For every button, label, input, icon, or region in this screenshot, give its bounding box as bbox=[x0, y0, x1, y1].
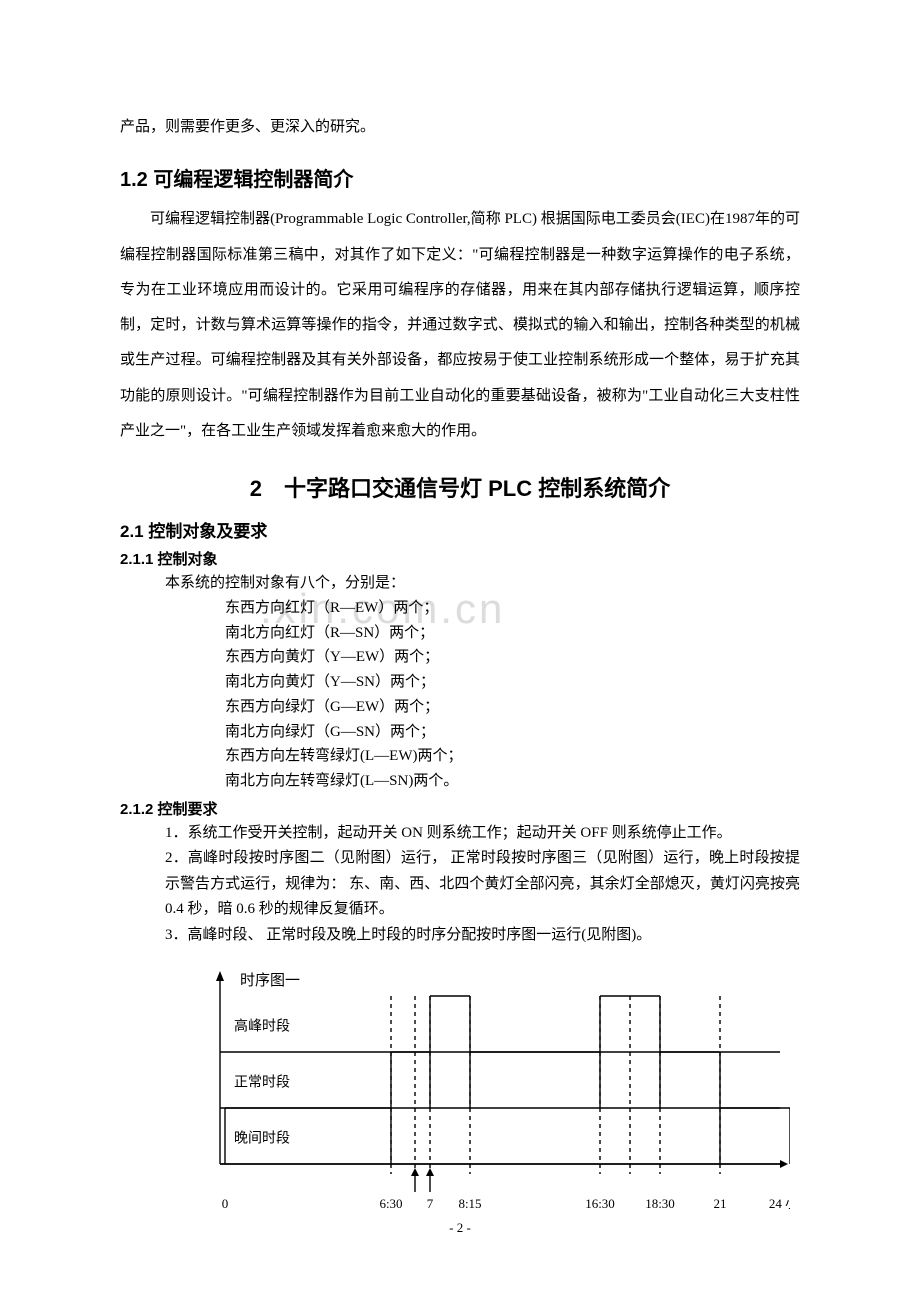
heading-2: 2 十字路口交通信号灯 PLC 控制系统简介 bbox=[120, 471, 800, 503]
requirement-2: 2．高峰时段按时序图二（见附图）运行， 正常时段按时序图三（见附图）运行，晚上时… bbox=[120, 846, 800, 923]
object-item: 东西方向左转弯绿灯(L—EW)两个； bbox=[120, 744, 800, 769]
svg-text:时序图一: 时序图一 bbox=[240, 972, 300, 989]
object-item: 南北方向绿灯（G—SN）两个； bbox=[120, 720, 800, 745]
heading-2-1: 2.1 控制对象及要求 bbox=[120, 517, 800, 542]
object-item: 南北方向左转弯绿灯(L—SN)两个。 bbox=[120, 769, 800, 794]
object-item: 东西方向黄灯（Y—EW）两个； bbox=[120, 645, 800, 670]
sec12-body: 可编程逻辑控制器(Programmable Logic Controller,简… bbox=[120, 202, 800, 449]
heading-2-1-2: 2.1.2 控制要求 bbox=[120, 798, 800, 819]
requirement-3: 3．高峰时段、 正常时段及晚上时段的时序分配按时序图一运行(见附图)。 bbox=[120, 923, 800, 949]
svg-text:18:30: 18:30 bbox=[645, 1196, 675, 1211]
svg-text:7: 7 bbox=[427, 1196, 434, 1211]
svg-text:16:30: 16:30 bbox=[585, 1196, 615, 1211]
svg-text:8:15: 8:15 bbox=[458, 1196, 481, 1211]
svg-text:高峰时段: 高峰时段 bbox=[234, 1018, 290, 1035]
heading-1-2: 1.2 可编程逻辑控制器简介 bbox=[120, 163, 800, 192]
object-item: 东西方向红灯（R—EW）两个； bbox=[120, 596, 800, 621]
object-item: 南北方向红灯（R—SN）两个； bbox=[120, 621, 800, 646]
svg-text:24 小时: 24 小时 bbox=[769, 1196, 790, 1211]
svg-text:正常时段: 正常时段 bbox=[234, 1075, 290, 1091]
requirement-1: 1．系统工作受开关控制，起动开关 ON 则系统工作；起动开关 OFF 则系统停止… bbox=[120, 821, 800, 847]
svg-text:0: 0 bbox=[222, 1196, 229, 1211]
timing-diagram: 时序图一高峰时段正常时段晚间时段 0 6:30 7 8:15 16:30 18:30 21 24… bbox=[150, 966, 800, 1231]
carryover-line: 产品，则需要作更多、更深入的研究。 bbox=[120, 110, 800, 145]
svg-text:21: 21 bbox=[714, 1196, 727, 1211]
svg-text:6:30: 6:30 bbox=[379, 1196, 402, 1211]
objects-intro: 本系统的控制对象有八个，分别是： bbox=[120, 571, 800, 596]
heading-2-1-1: 2.1.1 控制对象 bbox=[120, 548, 800, 569]
object-item: 南北方向黄灯（Y—SN）两个； bbox=[120, 670, 800, 695]
object-item: 东西方向绿灯（G—EW）两个； bbox=[120, 695, 800, 720]
svg-text:晚间时段: 晚间时段 bbox=[234, 1131, 290, 1147]
